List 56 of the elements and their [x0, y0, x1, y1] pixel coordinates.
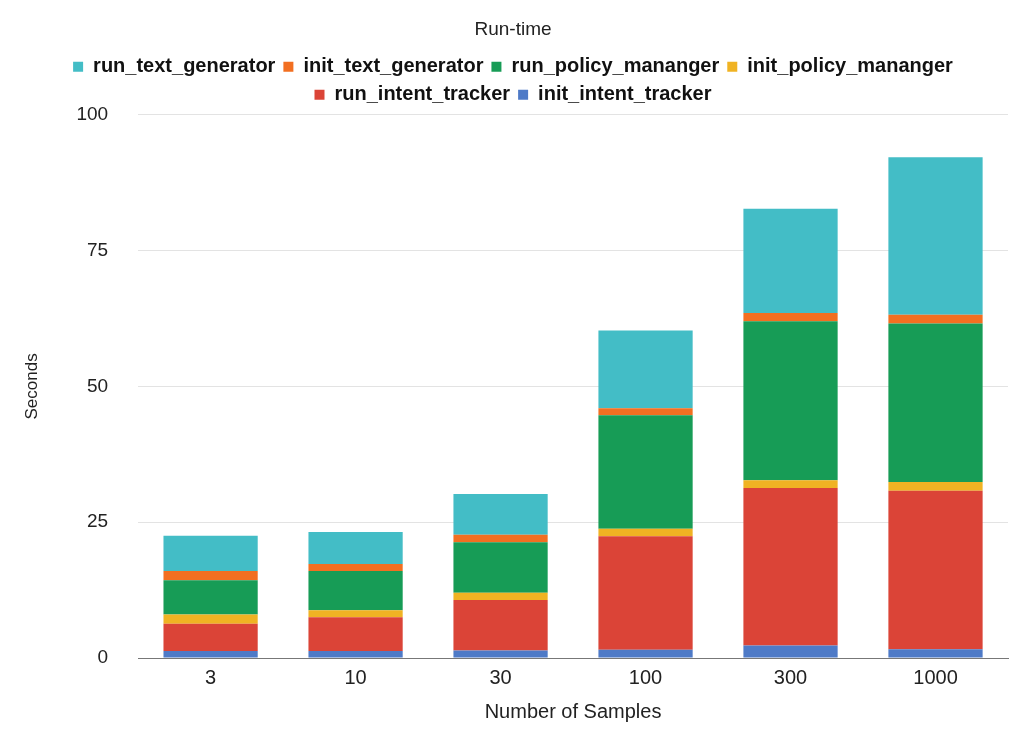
- bar: [598, 536, 693, 650]
- x-tick-label: 1000: [913, 665, 958, 688]
- bar: [598, 330, 693, 409]
- bar: [163, 650, 258, 658]
- bar: [888, 157, 983, 315]
- legend-label: run_policy_mananger: [511, 54, 720, 77]
- bar: [888, 314, 983, 324]
- bar: [888, 323, 983, 482]
- y-axis-title: Seconds: [21, 353, 41, 420]
- bar: [308, 531, 403, 565]
- x-tick-label: 300: [773, 665, 808, 688]
- x-tick-label: 3: [205, 665, 217, 688]
- y-tick-label: 100: [76, 103, 109, 125]
- bar: [453, 534, 548, 543]
- bar: [308, 650, 403, 658]
- bar: [163, 623, 258, 651]
- bar: [308, 564, 403, 572]
- y-tick-label: 0: [97, 646, 109, 668]
- bar: [453, 592, 548, 600]
- y-tick-label: 50: [86, 374, 109, 396]
- bar: [888, 482, 983, 491]
- bar: [743, 208, 838, 314]
- bar: [453, 542, 548, 593]
- bar: [163, 614, 258, 624]
- bar: [163, 535, 258, 572]
- bar: [163, 580, 258, 615]
- y-tick-label: 75: [86, 238, 109, 260]
- legend-label: run_text_generator: [93, 54, 276, 77]
- bar: [598, 408, 693, 416]
- bar: [453, 599, 548, 651]
- bar: [888, 490, 983, 650]
- x-axis-title: Number of Samples: [484, 699, 662, 722]
- bar: [598, 528, 693, 537]
- bar: [453, 650, 548, 658]
- bar: [453, 493, 548, 535]
- bar: [743, 321, 838, 481]
- chart-title: Run-time: [474, 17, 552, 39]
- bar: [743, 313, 838, 322]
- bar: [163, 571, 258, 581]
- x-tick-label: 10: [344, 665, 367, 688]
- bar: [888, 649, 983, 658]
- bar: [743, 645, 838, 658]
- bar: [743, 480, 838, 488]
- legend-label: init_intent_tracker: [538, 82, 712, 105]
- bar: [598, 649, 693, 658]
- bar: [743, 487, 838, 646]
- x-tick-label: 100: [628, 665, 663, 688]
- legend-label: init_text_generator: [303, 54, 484, 77]
- x-tick-label: 30: [489, 665, 512, 688]
- legend-label: run_intent_tracker: [334, 82, 511, 105]
- bar: [308, 610, 403, 618]
- bar: [308, 617, 403, 651]
- bar: [308, 571, 403, 611]
- bar: [598, 415, 693, 529]
- y-tick-label: 25: [86, 510, 109, 532]
- legend-label: init_policy_mananger: [747, 54, 954, 77]
